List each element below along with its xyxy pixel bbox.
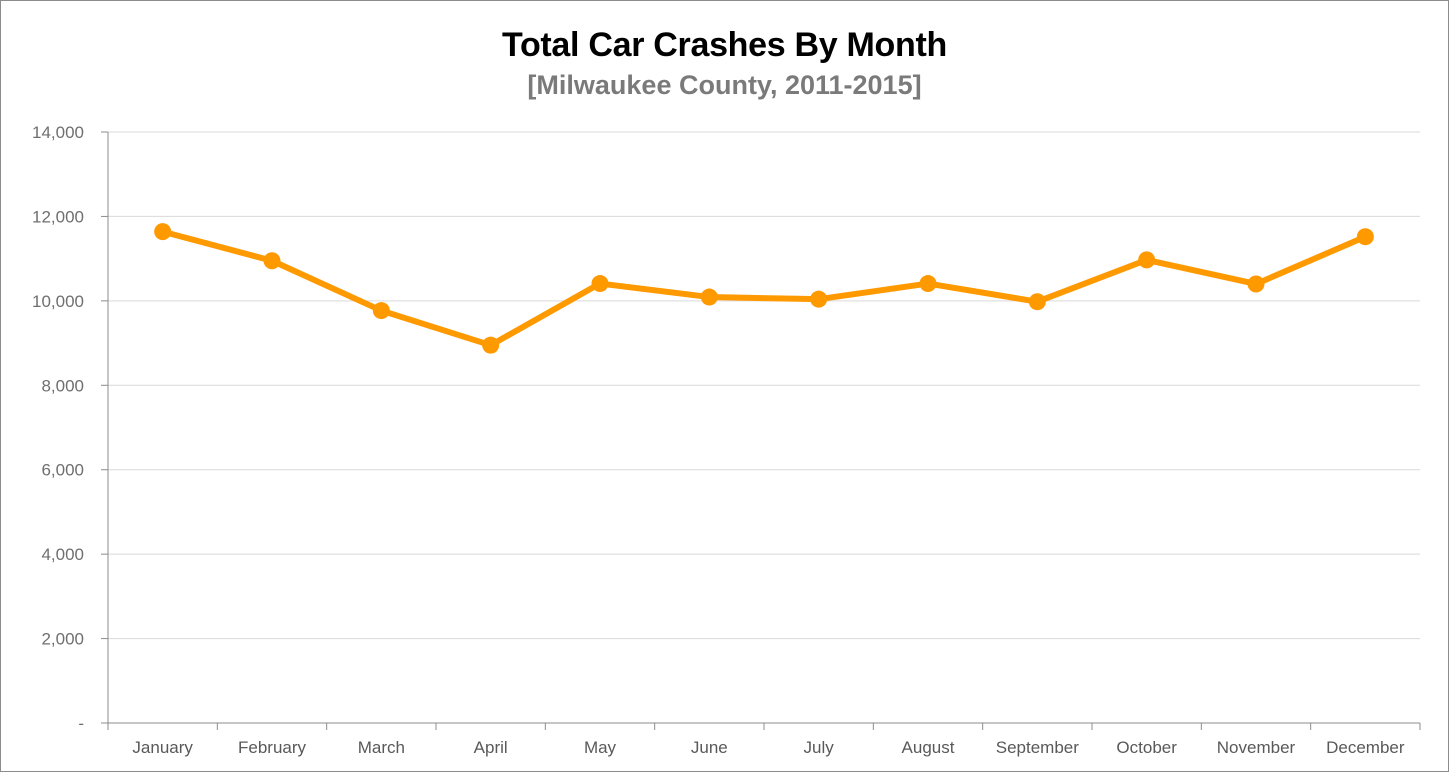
x-tick-label: March [358, 738, 405, 757]
x-tick-label: April [474, 738, 508, 757]
data-point [1028, 293, 1046, 311]
data-point [263, 252, 281, 270]
data-point [591, 275, 609, 293]
x-tick-label: February [238, 738, 307, 757]
y-tick-label: 8,000 [41, 376, 84, 395]
grid-lines [108, 131, 1420, 640]
x-tick-label: October [1116, 738, 1177, 757]
y-tick-label: 4,000 [41, 545, 84, 564]
x-tick-label: May [584, 738, 617, 757]
data-point [154, 223, 172, 241]
y-tick-label: 14,000 [32, 123, 84, 142]
y-axis-ticks: - 2,000 4,000 6,000 8,000 10,000 12,000 14,000 [32, 123, 108, 733]
x-tick-label: January [132, 738, 193, 757]
data-point [700, 288, 718, 306]
series [154, 223, 1374, 354]
data-point [810, 290, 828, 308]
x-tick-label: December [1326, 738, 1405, 757]
y-tick-label: 12,000 [32, 207, 84, 226]
x-tick-label: June [691, 738, 728, 757]
x-tick-label: September [996, 738, 1079, 757]
data-point [1247, 275, 1265, 293]
series-line [159, 228, 1369, 349]
data-point [1356, 228, 1374, 246]
data-point [372, 302, 390, 320]
x-tick-label: July [804, 738, 835, 757]
data-point [482, 336, 500, 354]
x-tick-label: November [1217, 738, 1296, 757]
chart-title: Total Car Crashes By Month [502, 26, 947, 64]
x-tick-label: August [902, 738, 955, 757]
data-point [1138, 251, 1156, 269]
x-axis-ticks: January February March April May June July Augu… [107, 723, 1421, 757]
y-tick-label: 10,000 [32, 292, 84, 311]
y-tick-label: 2,000 [41, 630, 84, 649]
chart-subtitle: [Milwaukee County, 2011-2015] [527, 70, 922, 100]
axes [107, 132, 1420, 724]
y-tick-label: 6,000 [41, 461, 84, 480]
data-point [919, 275, 937, 293]
y-tick-label: - [78, 714, 84, 733]
